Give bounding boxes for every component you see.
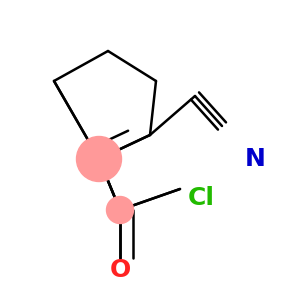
- Circle shape: [76, 136, 122, 182]
- Text: Cl: Cl: [188, 186, 214, 210]
- Text: O: O: [110, 258, 130, 282]
- Circle shape: [106, 196, 134, 224]
- Text: N: N: [244, 147, 266, 171]
